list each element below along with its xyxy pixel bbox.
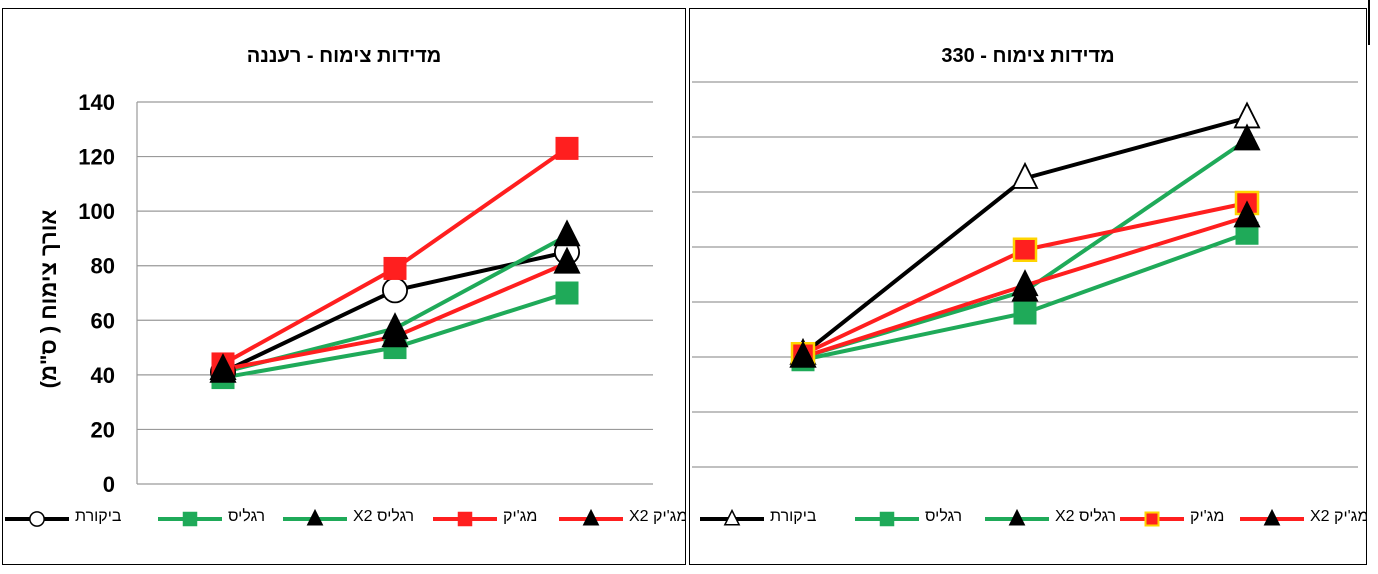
data-point-4 <box>1011 269 1039 297</box>
y-tick-label: 40 <box>91 363 115 388</box>
legend-swatch <box>158 511 222 527</box>
legend-label: מג'יק X2 <box>629 508 686 525</box>
legend-item: ביקורת <box>5 507 145 529</box>
legend-item: ביקורת <box>700 507 840 529</box>
data-point-4 <box>553 246 581 274</box>
data-point-4 <box>1233 200 1261 228</box>
data-point-2 <box>1233 123 1261 151</box>
legend-item: רגליס <box>158 507 278 529</box>
legend-marker <box>582 508 600 526</box>
legend-marker <box>457 511 473 527</box>
y-tick-label: 0 <box>103 472 115 497</box>
legend-swatch <box>855 511 919 527</box>
chart-title: מדידות צימוח - 330 <box>941 45 1115 67</box>
chart-plot-right <box>692 81 1358 468</box>
legend-swatch <box>985 508 1049 526</box>
y-tick-label: 100 <box>78 199 115 224</box>
legend-label: מג'יק X2 <box>1310 508 1367 525</box>
legend-swatch <box>1120 511 1184 527</box>
legend-item: מג'יק <box>1120 507 1246 529</box>
data-point-1 <box>1013 301 1037 325</box>
data-point-2 <box>553 219 581 247</box>
legend-marker <box>29 511 45 527</box>
legend-marker <box>723 508 741 526</box>
legend-label: רגליס <box>228 508 265 525</box>
legend-swatch <box>5 511 69 527</box>
y-tick-label: 140 <box>78 90 115 115</box>
legend-item: רגליס X2 <box>283 507 433 529</box>
data-point-3 <box>555 136 579 160</box>
legend-marker <box>306 508 324 526</box>
legend-swatch <box>283 508 347 526</box>
legend-marker <box>1263 508 1281 526</box>
y-tick-label: 120 <box>78 145 115 170</box>
data-point-4 <box>209 353 237 381</box>
legend-marker <box>1144 511 1160 527</box>
legend-label: ביקורת <box>75 508 122 525</box>
legend-label: רגליס X2 <box>353 508 415 525</box>
legend-label: מג'יק <box>1190 508 1225 525</box>
legend-swatch <box>1240 508 1304 526</box>
data-point-4 <box>381 320 409 348</box>
legend-label: רגליס <box>925 508 962 525</box>
legend-item: מג'יק <box>433 507 559 529</box>
legend-item: רגליס <box>855 507 975 529</box>
data-point-3 <box>383 256 407 280</box>
legend-item: מג'יק X2 <box>559 507 686 529</box>
y-tick-label: 20 <box>91 417 115 442</box>
chart-plot-left: 0 20 40 60 80 100 120 140 <box>78 90 653 497</box>
legend-marker <box>879 511 895 527</box>
data-point-0 <box>1011 161 1039 189</box>
frame-edge <box>1368 0 1370 45</box>
data-point-3 <box>1012 237 1038 262</box>
data-point-1 <box>555 281 579 305</box>
legend-label: מג'יק <box>503 508 538 525</box>
legend-label: ביקורת <box>770 508 817 525</box>
chart-panel-left: מדידות צימוח - רעננה אורך צימוח ( ס"מ) 0… <box>2 8 686 565</box>
legend-swatch <box>700 508 764 526</box>
legend-marker <box>182 511 198 527</box>
legend-swatch <box>559 508 623 526</box>
data-point-4 <box>789 340 817 368</box>
chart-title: מדידות צימוח - רעננה <box>246 45 442 67</box>
legend-swatch <box>433 511 497 527</box>
data-point-0 <box>381 277 408 304</box>
legend-item: רגליס X2 <box>985 507 1135 529</box>
y-tick-label: 80 <box>91 254 115 279</box>
legend-marker <box>1008 508 1026 526</box>
legend-label: רגליס X2 <box>1055 508 1117 525</box>
legend-item: מג'יק X2 <box>1240 507 1367 529</box>
chart-panel-right: מדידות צימוח - 330 ביקורת רגליס רגליס X2 מג… <box>689 8 1367 565</box>
y-tick-label: 60 <box>91 308 115 333</box>
